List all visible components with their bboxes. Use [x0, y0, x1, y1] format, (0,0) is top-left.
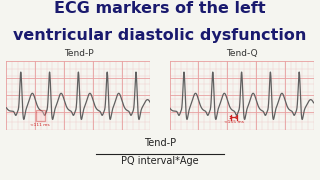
Text: <111 ms: <111 ms: [30, 123, 50, 127]
Text: Tend-P: Tend-P: [144, 138, 176, 148]
Text: ECG markers of the left: ECG markers of the left: [54, 1, 266, 16]
Text: ventricular diastolic dysfunction: ventricular diastolic dysfunction: [13, 28, 307, 43]
Text: Tend-P: Tend-P: [64, 49, 93, 58]
Text: Tend-Q: Tend-Q: [226, 49, 257, 58]
Bar: [36, 110, 44, 121]
Text: PQ interval*Age: PQ interval*Age: [121, 156, 199, 166]
Text: <155 ms: <155 ms: [224, 120, 244, 124]
